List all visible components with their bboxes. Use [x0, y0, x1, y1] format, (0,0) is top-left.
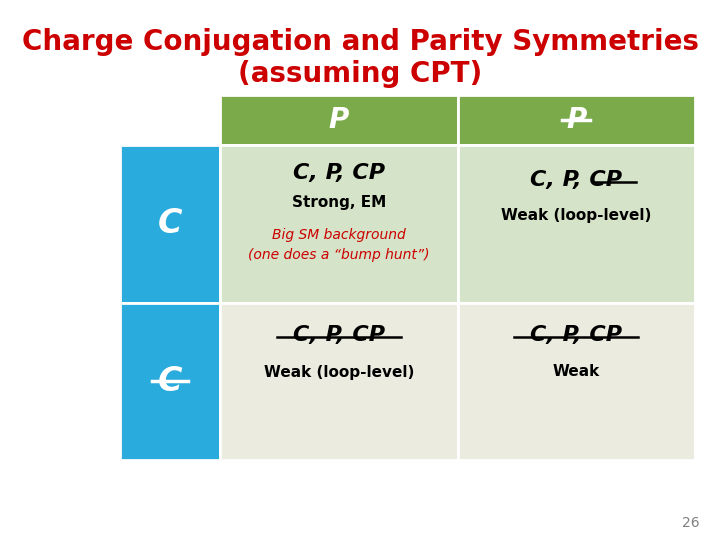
Bar [457, 302, 695, 460]
Text: (assuming CPT): (assuming CPT) [238, 60, 482, 88]
Text: Weak: Weak [553, 364, 600, 380]
Text: C, P, CP: C, P, CP [530, 170, 622, 190]
Bar [120, 145, 220, 302]
Bar [120, 302, 220, 460]
Text: Weak (loop-level): Weak (loop-level) [264, 364, 414, 380]
Bar [220, 95, 457, 145]
Text: C, P, CP: C, P, CP [293, 163, 384, 183]
Text: C: C [158, 207, 182, 240]
Bar [457, 95, 695, 145]
Bar [220, 302, 457, 460]
Bar [220, 145, 457, 302]
Text: C, P, CP: C, P, CP [530, 325, 622, 345]
Text: Charge Conjugation and Parity Symmetries: Charge Conjugation and Parity Symmetries [22, 28, 698, 56]
Bar [120, 95, 220, 145]
Text: Weak (loop-level): Weak (loop-level) [501, 208, 652, 223]
Text: Strong, EM: Strong, EM [292, 195, 386, 210]
Text: P: P [566, 106, 586, 134]
Text: P: P [328, 106, 349, 134]
Text: 26: 26 [683, 516, 700, 530]
Text: C: C [158, 364, 182, 398]
Text: C, P, CP: C, P, CP [293, 325, 384, 345]
Text: (one does a “bump hunt”): (one does a “bump hunt”) [248, 248, 430, 262]
Text: Big SM background: Big SM background [272, 228, 405, 242]
Bar [457, 145, 695, 302]
